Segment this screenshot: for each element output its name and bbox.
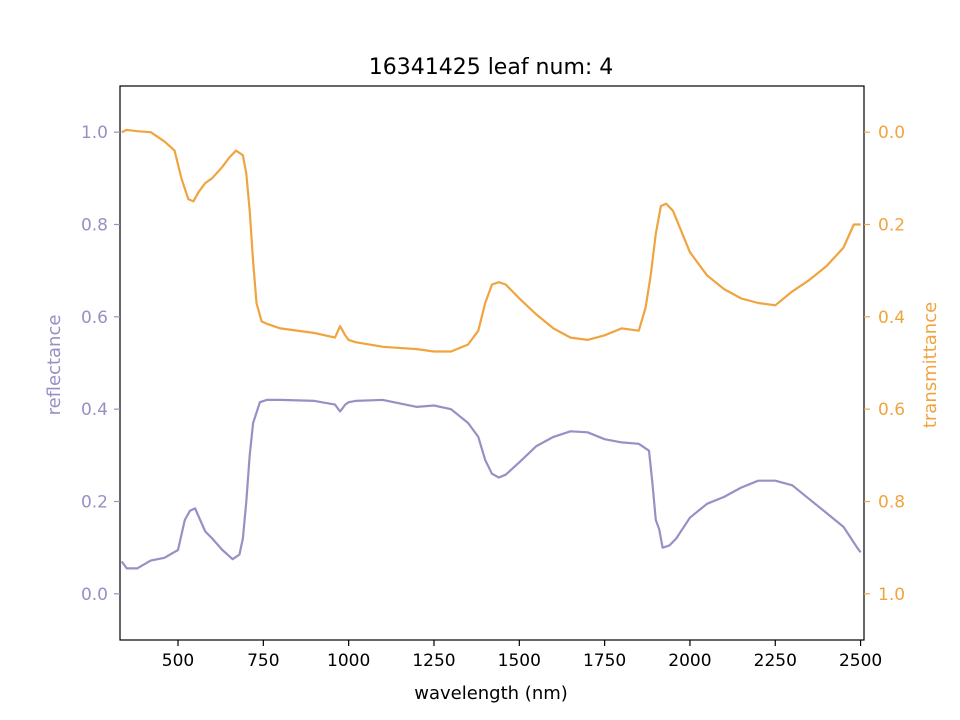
x-tick-label: 2250 [754,651,797,671]
y-axis-left-label: reflectance [44,315,65,416]
y-left-tick-label: 0.4 [81,400,108,420]
y-right-tick-label: 1.0 [878,585,905,605]
y-right-tick-label: 0.0 [878,123,905,143]
y-left-tick-label: 0.0 [81,585,108,605]
y-axis-right-label: transmittance [920,302,941,428]
y-right-tick-label: 0.6 [878,400,905,420]
x-tick-label: 1500 [498,651,541,671]
y-right-tick-label: 0.2 [878,216,905,236]
y-right-tick-label: 0.4 [878,308,905,328]
x-tick-label: 2500 [839,651,882,671]
reflectance-line [120,398,862,570]
x-axis-label: wavelength (nm) [414,683,568,704]
y-left-tick-label: 0.2 [81,493,108,513]
x-tick-label: 1250 [412,651,455,671]
axes-layer: 500 750 1000 1250 1500 1750 2000 2250 2500 0.0 0.2… [81,85,905,671]
x-tick-label: 1750 [583,651,626,671]
y-left-tick-label: 0.8 [81,216,108,236]
chart-title: 16341425 leaf num: 4 [369,55,614,80]
y-right-tick-label: 0.8 [878,493,905,513]
x-tick-label: 500 [162,651,194,671]
x-tick-label: 750 [247,651,279,671]
y-left-tick-label: 1.0 [81,123,108,143]
x-tick-label: 2000 [668,651,711,671]
transmittance-line [121,128,861,353]
series-layer [120,128,862,570]
x-tick-label: 1000 [327,651,370,671]
y-left-tick-label: 0.6 [81,308,108,328]
axes-frame [119,85,865,641]
